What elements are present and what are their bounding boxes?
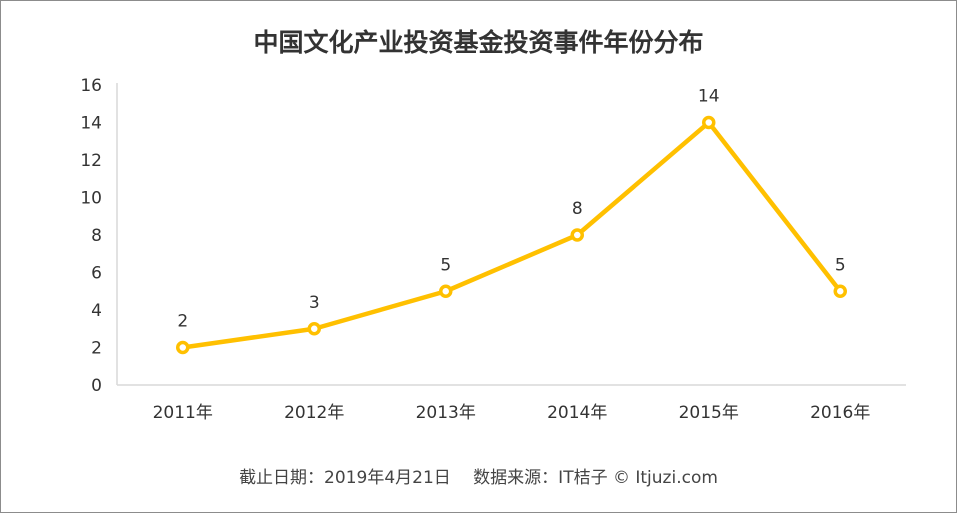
x-tick-label: 2015年 [679,403,739,423]
data-label: 8 [572,199,583,219]
x-tick-label: 2016年 [810,403,870,423]
data-point [307,322,321,336]
data-label: 14 [698,87,720,107]
x-tick-label: 2014年 [547,403,607,423]
y-tick-label: 8 [91,226,102,246]
y-tick-label: 0 [91,376,102,396]
y-tick-label: 14 [80,114,102,134]
chart-title: 中国文化产业投资基金投资事件年份分布 [253,28,704,57]
data-point [702,115,716,130]
footer-source-note: 截止日期：2019年4月21日 数据来源：IT桔子 © Itjuzi.com [239,468,718,488]
data-label: 5 [440,255,451,275]
series-line [182,120,843,350]
x-tick-label: 2011年 [153,403,213,423]
y-tick-label: 4 [91,301,102,321]
data-point [833,284,847,298]
y-tick-label: 10 [80,189,102,209]
y-tick-label: 6 [91,264,102,284]
x-tick-label: 2013年 [416,403,476,423]
y-tick-label: 16 [80,76,102,96]
data-label: 3 [309,293,320,313]
data-point [570,228,584,242]
x-tick-label: 2012年 [284,403,344,423]
y-tick-label: 12 [80,151,102,171]
data-label: 5 [835,255,846,275]
y-tick-label: 2 [91,339,102,359]
data-point [439,284,453,298]
data-point [176,340,190,355]
data-label: 2 [177,312,188,332]
